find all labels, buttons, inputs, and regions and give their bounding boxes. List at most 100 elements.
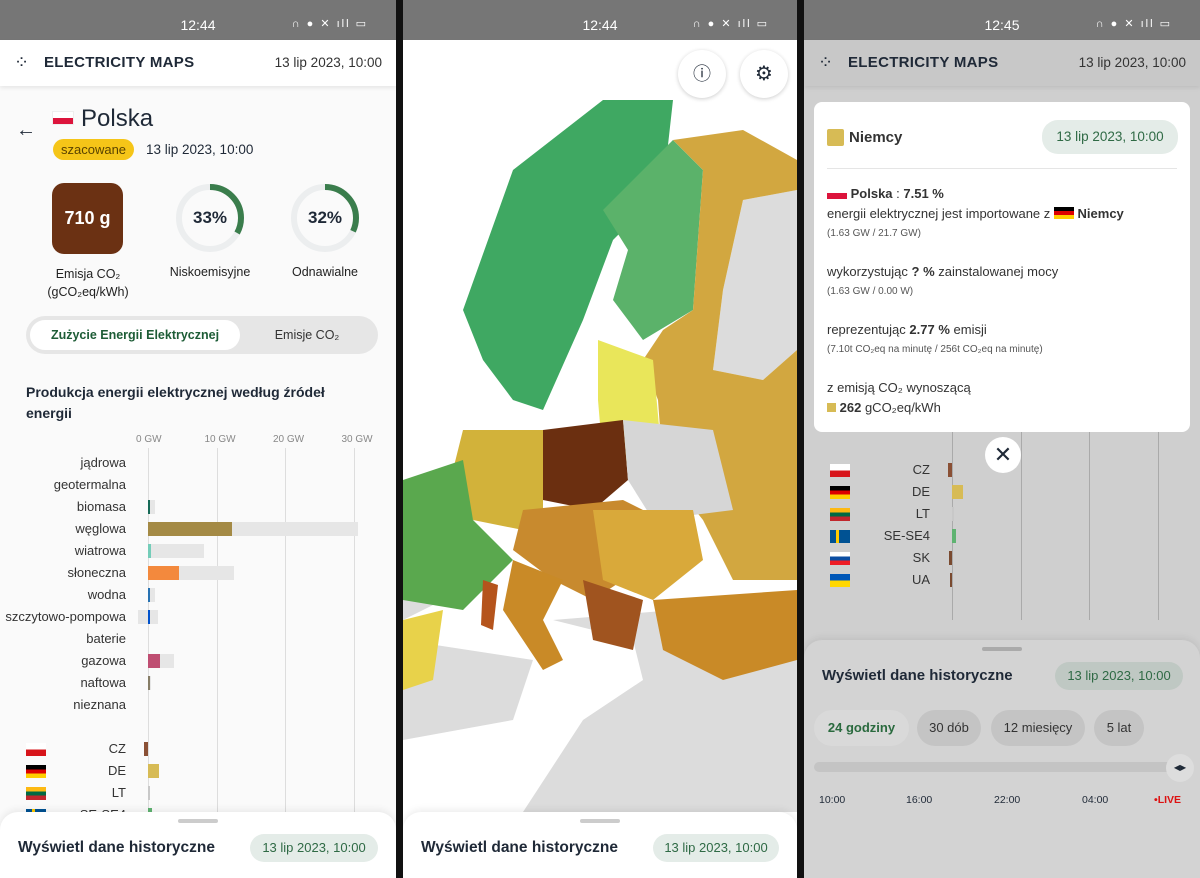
status-icons: ∩ ● ✕ ıll ▭: [692, 18, 769, 30]
flag-se-se4-icon: [26, 809, 46, 812]
map-germany[interactable]: [453, 430, 543, 530]
app-header: ⁘ ELECTRICITY MAPS 13 lip 2023, 10:00: [0, 40, 396, 86]
tab-consumption[interactable]: Zużycie Energii Elektrycznej: [30, 320, 240, 350]
info-icon[interactable]: ⓘ: [678, 50, 726, 98]
exchange-bar: [148, 808, 153, 812]
time-label: 22:00: [994, 794, 1021, 806]
flag-cz-icon: [26, 743, 46, 756]
tick-label: 30 GW: [341, 434, 373, 445]
co2-label-line1: Emisja CO₂: [55, 267, 121, 281]
map-france[interactable]: [403, 460, 513, 610]
zone-color-swatch: [827, 129, 844, 146]
gridline: [353, 448, 355, 812]
gear-icon[interactable]: ⚙: [740, 50, 788, 98]
tab-emissions[interactable]: Emisje CO₂: [274, 328, 340, 342]
time-label: 10:00: [819, 794, 846, 806]
history-sheet[interactable]: Wyświetl dane historyczne 13 lip 2023, 1…: [0, 812, 396, 878]
capacity-bar: [137, 610, 159, 624]
category-label: naftowa: [80, 675, 126, 690]
time-label: 04:00: [1082, 794, 1109, 806]
emission-unit: gCO₂eq/kWh: [864, 400, 941, 415]
category-label: słoneczna: [67, 565, 126, 580]
brand: ELECTRICITY MAPS: [44, 54, 195, 71]
category-label: wodna: [87, 587, 126, 602]
zone-details-screen: 12:44 ∩ ● ✕ ıll ▭ ⁘ ELECTRICITY MAPS 13 l…: [0, 0, 396, 878]
drag-handle[interactable]: [580, 819, 620, 823]
tab-5y[interactable]: 5 lat: [1094, 710, 1144, 746]
status-bar: 12:44 ∩ ● ✕ ıll ▭: [403, 0, 797, 40]
production-bar: [148, 544, 152, 558]
drag-handle[interactable]: [178, 819, 218, 823]
emission-value: 262: [839, 400, 862, 415]
map-screen: 12:44 ∩ ● ✕ ıll ▭ ⓘ ⚙ Wyświetl dane histo…: [403, 0, 797, 878]
emission-swatch: [827, 403, 836, 412]
live-indicator[interactable]: •LIVE: [1154, 794, 1182, 806]
germany-flag-icon: [1053, 207, 1074, 219]
clock: 12:45: [984, 17, 1020, 33]
time-slider-track[interactable]: [814, 762, 1184, 772]
map-belarus-ukraine[interactable]: [623, 420, 733, 520]
exchange-label: LT: [111, 785, 126, 800]
exchange-label: DE: [107, 763, 126, 778]
capacity-detail: (1.63 GW / 0.00 W): [827, 286, 914, 297]
header-date: 13 lip 2023, 10:00: [274, 55, 382, 70]
map-romania[interactable]: [593, 510, 703, 600]
renewable-label: Odnawialne: [291, 265, 358, 279]
poland-flag-icon: [52, 111, 74, 125]
flag-se-se4-icon: [830, 530, 850, 543]
poland-flag-icon: [827, 187, 847, 199]
map-spain[interactable]: [403, 610, 443, 690]
close-icon[interactable]: ✕: [985, 437, 1021, 473]
tick-label: 0 GW: [136, 434, 162, 445]
exchange-tooltip: Niemcy 13 lip 2023, 10:00 Polska : 7.51 …: [814, 102, 1190, 432]
history-sheet[interactable]: Wyświetl dane historyczne 13 lip 2023, 1…: [804, 640, 1200, 878]
exchange-label: SK: [912, 550, 930, 565]
low-carbon-arc: [176, 184, 244, 252]
tab-12m[interactable]: 12 miesięcy: [991, 710, 1085, 746]
exchange-tooltip-screen: 12:45 ∩ ● ✕ ıll ▭ ⁘ ELECTRICITY MAPS 13 l…: [804, 0, 1200, 878]
production-chart: 0 GW 10 GW 20 GW 30 GW jądrowa geotermalna bio…: [0, 0, 396, 812]
tooltip-date: 13 lip 2023, 10:00: [1042, 120, 1178, 154]
map-balkans[interactable]: [583, 580, 643, 650]
history-date: 13 lip 2023, 10:00: [653, 834, 779, 862]
tick-label: 10 GW: [204, 434, 236, 445]
emission-share: 2.77 %: [909, 322, 950, 337]
slider-handle-icon[interactable]: ◀▶: [1166, 754, 1194, 782]
estimated-badge: szacowane: [53, 139, 135, 160]
import-detail: (1.63 GW / 21.7 GW): [827, 228, 921, 239]
production-bar: [148, 654, 160, 668]
history-title: Wyświetl dane historyczne: [18, 839, 215, 856]
map-sardinia[interactable]: [481, 580, 498, 630]
clock: 12:44: [180, 17, 216, 33]
back-arrow-icon[interactable]: ←: [16, 119, 36, 141]
map-turkey[interactable]: [653, 590, 797, 680]
category-label: jądrowa: [80, 455, 126, 470]
exchange-bar: [947, 463, 952, 477]
status-bar: 12:44 ∩ ● ✕ ıll ▭: [0, 0, 396, 40]
representing-text: reprezentując: [827, 322, 906, 337]
drag-handle[interactable]: [982, 647, 1022, 651]
flag-sk-icon: [830, 552, 850, 565]
map-finland[interactable]: [603, 140, 703, 340]
tab-30d[interactable]: 30 dób: [917, 710, 981, 746]
header-date: 13 lip 2023, 10:00: [1078, 55, 1186, 70]
europe-map[interactable]: [403, 40, 797, 812]
map-italy[interactable]: [503, 560, 563, 670]
low-carbon-value: 33%: [192, 208, 228, 227]
low-carbon-donut: [176, 184, 244, 252]
import-text: energii elektrycznej jest importowane z: [827, 206, 1051, 221]
tooltip-zone: Niemcy: [849, 129, 903, 146]
renewable-arc: [291, 184, 359, 252]
co2-intensity-box: 710 g: [52, 183, 123, 254]
map-scandinavia[interactable]: [463, 100, 673, 410]
history-title: Wyświetl dane historyczne: [421, 839, 618, 856]
tab-24h[interactable]: 24 godziny: [814, 710, 909, 746]
category-label: węglowa: [75, 521, 126, 536]
map-poland[interactable]: [543, 420, 628, 510]
exchange-label: UA: [911, 572, 930, 587]
brand: ELECTRICITY MAPS: [848, 54, 999, 71]
category-label: szczytowo-pompowa: [5, 609, 126, 624]
exchange-label: CZ: [108, 741, 126, 756]
history-date: 13 lip 2023, 10:00: [250, 834, 378, 862]
history-sheet[interactable]: Wyświetl dane historyczne 13 lip 2023, 1…: [403, 812, 797, 878]
